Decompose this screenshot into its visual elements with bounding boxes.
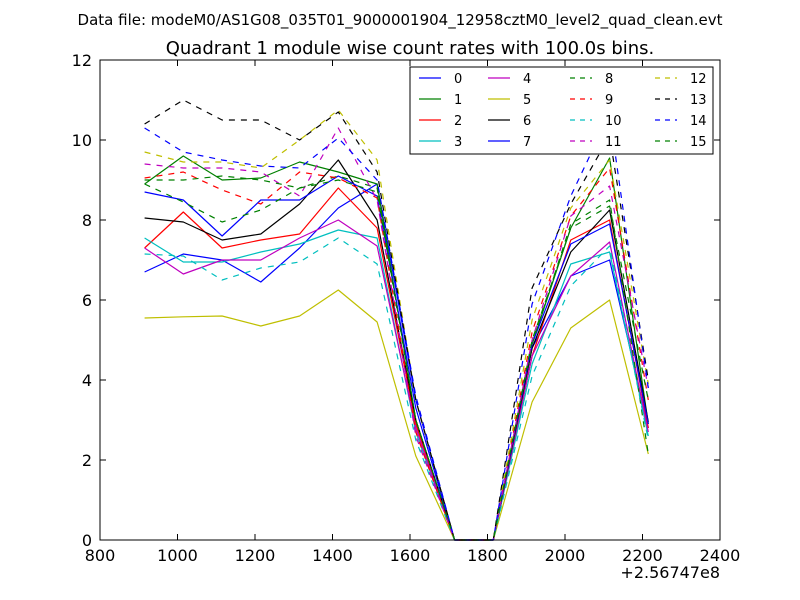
legend-label-3: 3 [454, 135, 462, 150]
y-tick-label: 8 [82, 211, 92, 230]
x-tick-label: 1200 [235, 546, 276, 565]
y-tick-label: 0 [82, 531, 92, 550]
legend-frame [409, 66, 714, 155]
x-tick-label: 2400 [700, 546, 741, 565]
tick-layer: 800 1000 1200 1400 1600 1800 2000 2200 2400 0 2 4 6 8… [72, 51, 741, 565]
legend-label-13: 13 [690, 93, 707, 108]
legend-label-11: 11 [605, 135, 622, 150]
x-tick-label: 800 [85, 546, 116, 565]
legend-label-7: 7 [523, 135, 531, 150]
series-line-12 [144, 109, 649, 541]
legend-label-4: 4 [523, 72, 531, 87]
legend-label-1: 1 [454, 93, 462, 108]
y-tick-label: 2 [82, 451, 92, 470]
x-tick-label: 2200 [622, 546, 663, 565]
series-line-7 [144, 175, 649, 541]
series-line-4 [144, 219, 649, 541]
x-tick-label: 1400 [312, 546, 353, 565]
series-layer [144, 99, 649, 541]
series-line-10 [144, 237, 649, 541]
x-tick-label: 2000 [545, 546, 586, 565]
x-offset-label: +2.56747e8 [620, 563, 720, 582]
legend-label-5: 5 [523, 93, 531, 108]
chart-title: Quadrant 1 module wise count rates with … [166, 38, 655, 59]
legend-label-6: 6 [523, 114, 531, 129]
legend-label-9: 9 [605, 93, 613, 108]
legend-label-15: 15 [690, 135, 707, 150]
y-tick-label: 10 [72, 131, 92, 150]
y-tick-label: 12 [72, 51, 92, 70]
y-tick-label: 4 [82, 371, 92, 390]
y-tick-label: 6 [82, 291, 92, 310]
x-tick-label: 1000 [157, 546, 198, 565]
series-line-11 [144, 127, 649, 541]
legend-label-10: 10 [605, 114, 622, 129]
legend-label-14: 14 [690, 114, 707, 129]
data-file-label: Data file: modeM0/AS1G08_035T01_90000019… [78, 11, 723, 30]
legend-label-12: 12 [690, 72, 707, 87]
legend-label-2: 2 [454, 114, 462, 129]
series-line-14 [144, 113, 649, 541]
series-line-15 [144, 175, 649, 541]
series-line-6 [144, 159, 649, 541]
legend-label-0: 0 [454, 72, 462, 87]
x-tick-label: 1800 [467, 546, 508, 565]
legend-label-8: 8 [605, 72, 613, 87]
series-line-5 [144, 289, 649, 541]
x-tick-label: 1600 [390, 546, 431, 565]
